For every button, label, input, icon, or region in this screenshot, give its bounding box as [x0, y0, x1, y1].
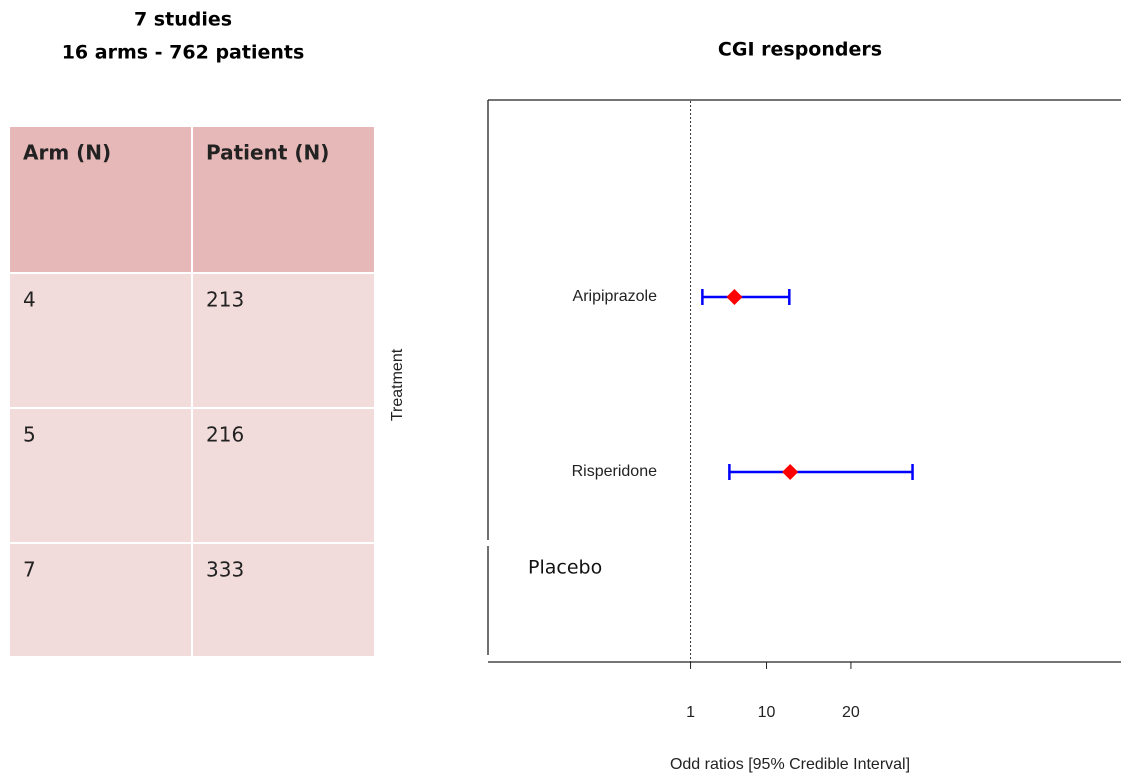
x-axis-label: Odd ratios [95% Credible Interval]	[670, 756, 910, 773]
point-estimate	[726, 289, 743, 305]
table-cell-text: 213	[206, 288, 244, 312]
table-cell	[10, 274, 191, 407]
table: Arm (N) Patient (N) 4 213 5 216 7 333	[10, 127, 374, 656]
table-cell	[10, 544, 191, 656]
category-label: Risperidone	[572, 463, 657, 480]
table-cell-text: 5	[23, 423, 36, 447]
table-header: Arm (N)	[23, 141, 111, 165]
table-cell	[193, 544, 374, 656]
table-cell-text: 333	[206, 558, 244, 582]
table-cell-text: 7	[23, 558, 36, 582]
table-cell-text: 4	[23, 288, 36, 312]
x-tick-label: 1	[686, 704, 695, 721]
x-tick-label: 10	[758, 704, 776, 721]
table-header: Patient (N)	[206, 141, 329, 165]
table-cell-text: 216	[206, 423, 244, 447]
category-label: Aripiprazole	[573, 288, 658, 305]
chart-title: CGI responders	[718, 39, 882, 61]
x-tick-label: 20	[842, 704, 860, 721]
category-label: Placebo	[528, 557, 602, 579]
forest-plot: Treatment Odd ratios [95% Credible Inter…	[389, 99, 1121, 773]
summary-title: 7 studies	[134, 9, 232, 31]
y-axis-label: Treatment	[389, 348, 406, 421]
table-cell	[193, 409, 374, 542]
summary-subtitle: 16 arms - 762 patients	[62, 42, 305, 64]
table-cell	[10, 127, 191, 272]
table-cell	[10, 409, 191, 542]
table-cell	[193, 274, 374, 407]
point-estimate	[782, 464, 799, 480]
table-cell	[193, 127, 374, 272]
